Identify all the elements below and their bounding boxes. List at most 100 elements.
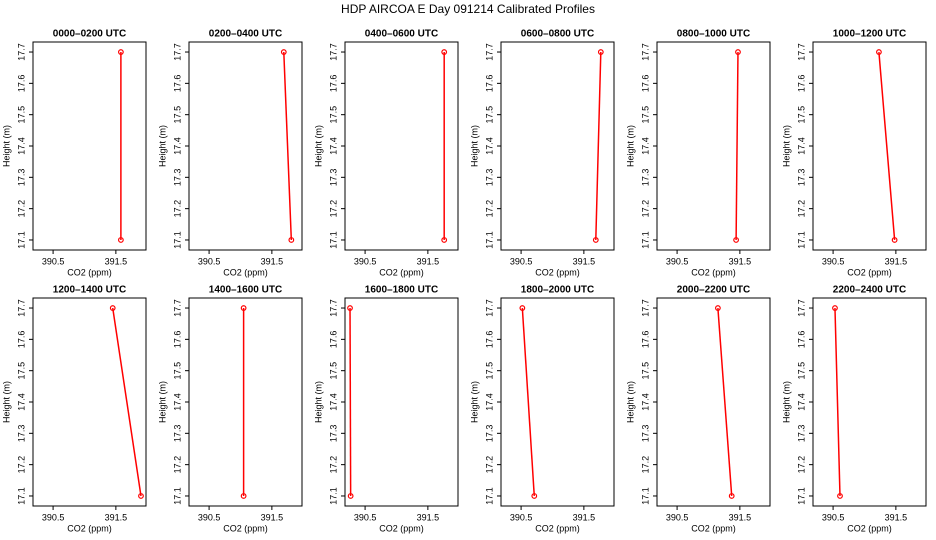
y-tick-label: 17.1 bbox=[328, 487, 338, 505]
profile-line bbox=[111, 307, 142, 497]
y-axis-label: Height (m) bbox=[469, 125, 479, 167]
y-tick-label: 17.5 bbox=[796, 362, 806, 380]
plot-frame bbox=[32, 297, 147, 507]
y-axis-label: Height (m) bbox=[157, 125, 167, 167]
x-tick-label: 390.5 bbox=[666, 512, 689, 522]
panel-title: 2200–2400 UTC bbox=[833, 285, 906, 296]
profile-point bbox=[280, 49, 287, 55]
y-tick-label: 17.6 bbox=[796, 75, 806, 93]
y-tick-label: 17.4 bbox=[172, 393, 182, 411]
profile-point bbox=[592, 237, 599, 243]
x-tick-label: 391.5 bbox=[417, 512, 440, 522]
plot-frame bbox=[656, 297, 771, 507]
panel-title: 1000–1200 UTC bbox=[833, 29, 906, 40]
x-axis-label: CO2 (ppm) bbox=[379, 267, 424, 277]
y-tick-label: 17.7 bbox=[640, 43, 650, 61]
plot-frame bbox=[500, 297, 615, 507]
y-tick-label: 17.4 bbox=[484, 393, 494, 411]
y-axis-label: Height (m) bbox=[781, 125, 791, 167]
x-tick-label: 390.5 bbox=[354, 512, 377, 522]
y-tick-label: 17.3 bbox=[172, 169, 182, 187]
y-tick-label: 17.7 bbox=[484, 43, 494, 61]
panel-title: 0800–1000 UTC bbox=[677, 29, 750, 40]
profile-line bbox=[878, 51, 896, 241]
y-tick-label: 17.1 bbox=[484, 231, 494, 249]
profile-point bbox=[441, 237, 448, 243]
x-axis-label: CO2 (ppm) bbox=[223, 523, 268, 533]
y-axis-label: Height (m) bbox=[469, 381, 479, 423]
y-tick-label: 17.5 bbox=[172, 362, 182, 380]
panel-title: 1800–2000 UTC bbox=[521, 285, 594, 296]
y-tick-label: 17.5 bbox=[640, 362, 650, 380]
plot-frame bbox=[812, 297, 927, 507]
profile-point bbox=[728, 493, 735, 499]
y-tick-label: 17.6 bbox=[172, 331, 182, 349]
y-tick-label: 17.6 bbox=[640, 331, 650, 349]
y-tick-label: 17.4 bbox=[328, 393, 338, 411]
profile-point bbox=[714, 305, 721, 311]
profile-point bbox=[876, 49, 882, 55]
x-axis-label: CO2 (ppm) bbox=[691, 523, 736, 533]
y-tick-label: 17.4 bbox=[796, 393, 806, 411]
x-axis-label: CO2 (ppm) bbox=[847, 267, 892, 277]
plot-frame bbox=[188, 297, 303, 507]
y-tick-label: 17.4 bbox=[172, 137, 182, 155]
profile-line bbox=[735, 52, 739, 240]
profile-point bbox=[288, 237, 295, 243]
y-tick-label: 17.3 bbox=[328, 169, 338, 187]
y-tick-label: 17.6 bbox=[16, 75, 26, 93]
x-tick-label: 391.5 bbox=[261, 256, 284, 266]
profile-point bbox=[117, 49, 124, 55]
y-tick-label: 17.5 bbox=[484, 106, 494, 124]
profile-line bbox=[521, 307, 536, 497]
plot-frame bbox=[656, 41, 771, 251]
y-tick-label: 17.2 bbox=[796, 456, 806, 474]
x-axis-label: CO2 (ppm) bbox=[67, 267, 112, 277]
x-axis-label: CO2 (ppm) bbox=[691, 267, 736, 277]
x-tick-label: 390.5 bbox=[666, 256, 689, 266]
y-tick-label: 17.3 bbox=[172, 425, 182, 443]
y-axis-label: Height (m) bbox=[625, 381, 635, 423]
y-tick-label: 17.4 bbox=[328, 137, 338, 155]
plot-frame bbox=[812, 41, 927, 251]
y-tick-label: 17.3 bbox=[484, 169, 494, 187]
x-tick-label: 390.5 bbox=[198, 512, 221, 522]
y-tick-label: 17.7 bbox=[484, 299, 494, 317]
y-tick-label: 17.1 bbox=[172, 231, 182, 249]
y-axis-label: Height (m) bbox=[1, 381, 11, 423]
y-tick-label: 17.7 bbox=[796, 43, 806, 61]
y-tick-label: 17.5 bbox=[328, 362, 338, 380]
x-tick-label: 391.5 bbox=[729, 512, 752, 522]
y-tick-label: 17.7 bbox=[172, 43, 182, 61]
profile-line bbox=[834, 308, 841, 496]
profile-point bbox=[240, 493, 247, 499]
y-tick-label: 17.5 bbox=[172, 106, 182, 124]
y-tick-label: 17.2 bbox=[16, 200, 26, 218]
y-tick-label: 17.3 bbox=[796, 169, 806, 187]
x-tick-label: 390.5 bbox=[822, 512, 845, 522]
y-tick-label: 17.3 bbox=[796, 425, 806, 443]
y-tick-label: 17.2 bbox=[484, 200, 494, 218]
x-tick-label: 391.5 bbox=[261, 512, 284, 522]
profile-point bbox=[519, 305, 526, 311]
y-tick-label: 17.7 bbox=[796, 299, 806, 317]
y-tick-label: 17.6 bbox=[172, 75, 182, 93]
plot-frame bbox=[32, 41, 147, 251]
page-title: HDP AIRCOA E Day 091214 Calibrated Profi… bbox=[341, 2, 595, 16]
y-tick-label: 17.6 bbox=[328, 75, 338, 93]
y-tick-label: 17.2 bbox=[328, 456, 338, 474]
x-tick-label: 391.5 bbox=[729, 256, 752, 266]
plot-frame bbox=[344, 41, 459, 251]
y-tick-label: 17.5 bbox=[640, 106, 650, 124]
y-tick-label: 17.5 bbox=[16, 362, 26, 380]
y-tick-label: 17.3 bbox=[16, 169, 26, 187]
x-axis-label: CO2 (ppm) bbox=[535, 267, 580, 277]
x-tick-label: 391.5 bbox=[573, 512, 596, 522]
profile-point bbox=[531, 493, 538, 499]
x-axis-label: CO2 (ppm) bbox=[67, 523, 112, 533]
y-axis-label: Height (m) bbox=[313, 125, 323, 167]
y-tick-label: 17.1 bbox=[796, 487, 806, 505]
y-tick-label: 17.1 bbox=[328, 231, 338, 249]
x-tick-label: 391.5 bbox=[105, 512, 128, 522]
